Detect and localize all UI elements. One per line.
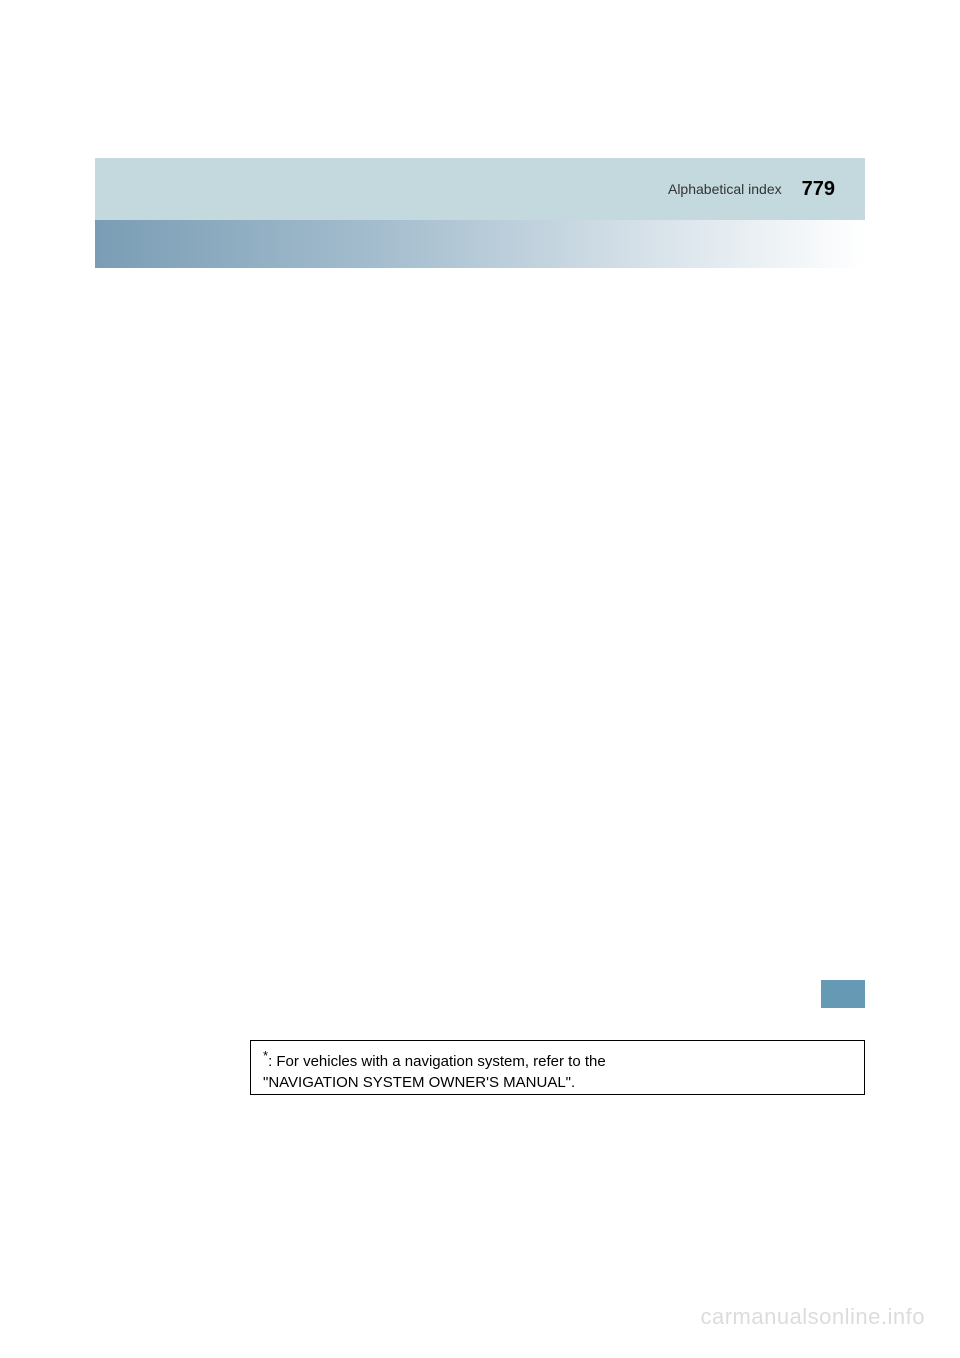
footnote-box: *: For vehicles with a navigation system… <box>250 1040 865 1095</box>
gradient-bar <box>95 220 865 268</box>
footnote-line2: "NAVIGATION SYSTEM OWNER'S MANUAL". <box>263 1074 575 1091</box>
footnote-line1: : For vehicles with a navigation system,… <box>268 1053 606 1070</box>
section-title: Alphabetical index <box>668 181 782 197</box>
side-tab <box>821 980 865 1008</box>
watermark: carmanualsonline.info <box>700 1304 925 1330</box>
page-number: 779 <box>802 178 835 201</box>
header-bar: Alphabetical index 779 <box>95 158 865 220</box>
